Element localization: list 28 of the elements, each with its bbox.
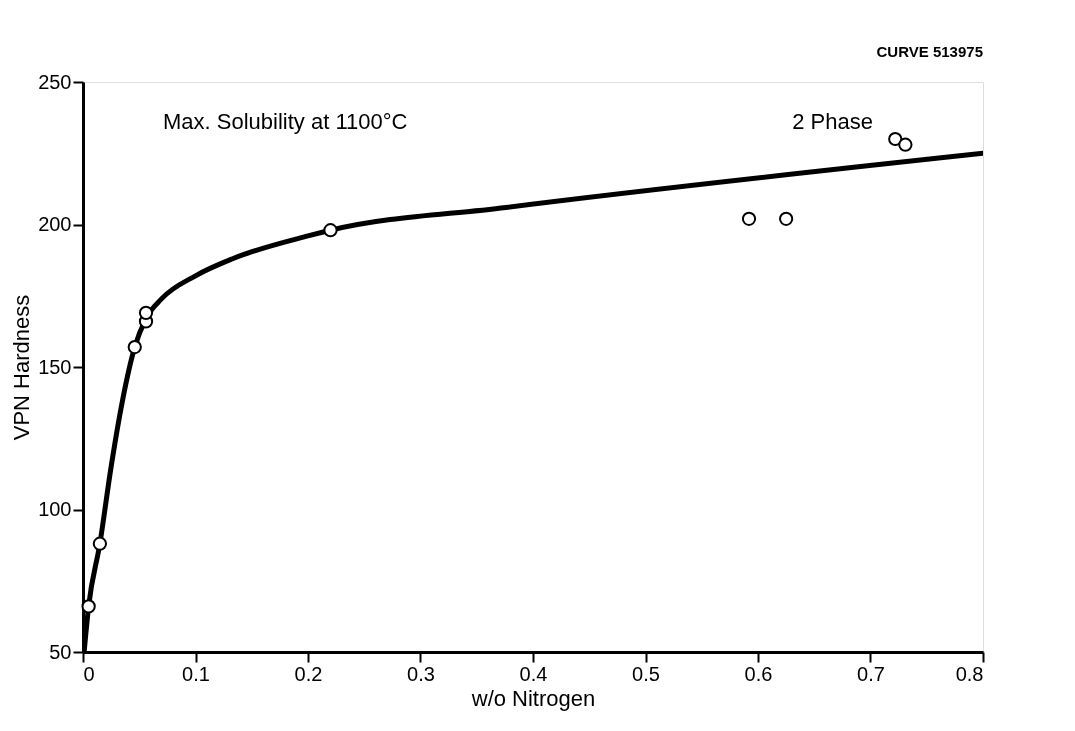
point bbox=[888, 131, 903, 147]
point bbox=[779, 211, 794, 226]
point bbox=[898, 137, 913, 152]
x-tick-label: 0.5 bbox=[632, 662, 660, 685]
x-tick-label: 0.7 bbox=[857, 662, 885, 685]
x-axis-title: w/o Nitrogen bbox=[470, 685, 596, 711]
point bbox=[92, 536, 107, 551]
x-tick-label: 0 bbox=[83, 662, 95, 685]
y-tick-label: 200 bbox=[38, 213, 72, 235]
point bbox=[127, 339, 142, 355]
y-tick-label: 50 bbox=[49, 640, 72, 663]
point bbox=[81, 599, 96, 614]
x-tick-label: 0.2 bbox=[294, 662, 323, 685]
y-axis-title: VPN Hardness bbox=[9, 294, 35, 441]
point bbox=[323, 223, 338, 238]
x-tick-label: 0.8 bbox=[955, 662, 984, 685]
y-tick-label: 100 bbox=[38, 498, 72, 520]
text: CURVE 513975 bbox=[876, 43, 983, 60]
y-tick-label: 250 bbox=[38, 70, 72, 93]
x-tick-label: 0.6 bbox=[744, 662, 773, 685]
x-tick-label: 0.1 bbox=[182, 662, 210, 685]
x-tick-label: 0.4 bbox=[519, 662, 548, 685]
point bbox=[741, 211, 757, 226]
annotation: 2 Phase bbox=[792, 109, 873, 134]
point bbox=[138, 305, 154, 320]
annotation: Max. Solubility at 1100°C bbox=[163, 109, 408, 134]
x-tick-label: 0.3 bbox=[407, 662, 435, 685]
y-tick-label: 150 bbox=[38, 355, 72, 378]
